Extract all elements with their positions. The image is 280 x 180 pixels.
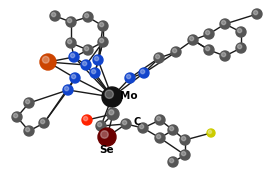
Circle shape [94,57,99,61]
Circle shape [83,45,93,55]
Circle shape [52,12,56,17]
Text: Se: Se [99,145,114,155]
Circle shape [180,135,190,145]
Circle shape [180,150,190,160]
Circle shape [105,90,113,98]
Circle shape [123,120,127,125]
Circle shape [221,21,226,25]
Circle shape [208,130,212,134]
Circle shape [85,14,89,18]
Circle shape [127,75,131,79]
Circle shape [93,55,103,65]
Circle shape [168,157,178,167]
Circle shape [25,100,30,104]
Circle shape [169,127,174,131]
Circle shape [40,54,56,70]
Circle shape [13,114,18,118]
Circle shape [85,46,89,51]
Circle shape [141,69,145,74]
Circle shape [83,116,88,121]
Circle shape [236,27,246,37]
Circle shape [70,73,80,83]
Circle shape [204,29,214,39]
Circle shape [90,68,100,78]
Circle shape [168,125,178,135]
Circle shape [41,120,45,124]
Circle shape [83,12,93,22]
Circle shape [98,21,108,31]
Circle shape [252,9,262,19]
Circle shape [237,44,242,49]
Circle shape [99,22,104,27]
Circle shape [71,75,76,79]
Circle shape [39,118,49,128]
Circle shape [204,45,214,55]
Circle shape [125,73,135,83]
Circle shape [154,53,164,63]
Circle shape [207,129,215,137]
Circle shape [171,47,181,57]
Circle shape [236,43,246,53]
Circle shape [206,46,210,51]
Circle shape [107,108,119,120]
Circle shape [12,112,22,122]
Circle shape [155,55,160,59]
Circle shape [139,125,144,129]
Circle shape [121,119,131,129]
Circle shape [206,30,210,35]
Circle shape [42,56,49,63]
Circle shape [157,134,161,139]
Circle shape [181,152,186,156]
Circle shape [138,123,148,133]
Circle shape [98,37,108,47]
Circle shape [63,85,73,95]
Circle shape [96,121,106,131]
Circle shape [155,133,165,143]
Text: C: C [134,117,141,127]
Circle shape [109,110,114,115]
Circle shape [190,37,194,41]
Circle shape [155,115,165,125]
Circle shape [24,126,34,136]
Circle shape [25,127,30,132]
Circle shape [81,60,91,70]
Circle shape [66,17,76,27]
Text: Mo: Mo [120,91,138,101]
Circle shape [221,53,226,57]
Circle shape [50,11,60,21]
Circle shape [71,53,75,58]
Circle shape [67,39,72,44]
Circle shape [82,115,92,125]
Circle shape [169,159,174,163]
Circle shape [99,39,104,43]
Circle shape [172,48,177,53]
Circle shape [64,87,69,91]
Circle shape [97,123,102,127]
Circle shape [253,10,258,15]
Circle shape [66,38,76,48]
Circle shape [188,35,198,45]
Circle shape [102,87,122,107]
Circle shape [101,131,108,138]
Circle shape [220,19,230,29]
Circle shape [67,19,72,23]
Circle shape [181,136,186,141]
Circle shape [139,68,149,78]
Circle shape [157,116,161,121]
Circle shape [24,98,34,108]
Circle shape [83,62,87,66]
Circle shape [69,52,79,62]
Circle shape [98,128,116,146]
Circle shape [237,28,242,33]
Circle shape [220,51,230,61]
Circle shape [92,69,96,74]
